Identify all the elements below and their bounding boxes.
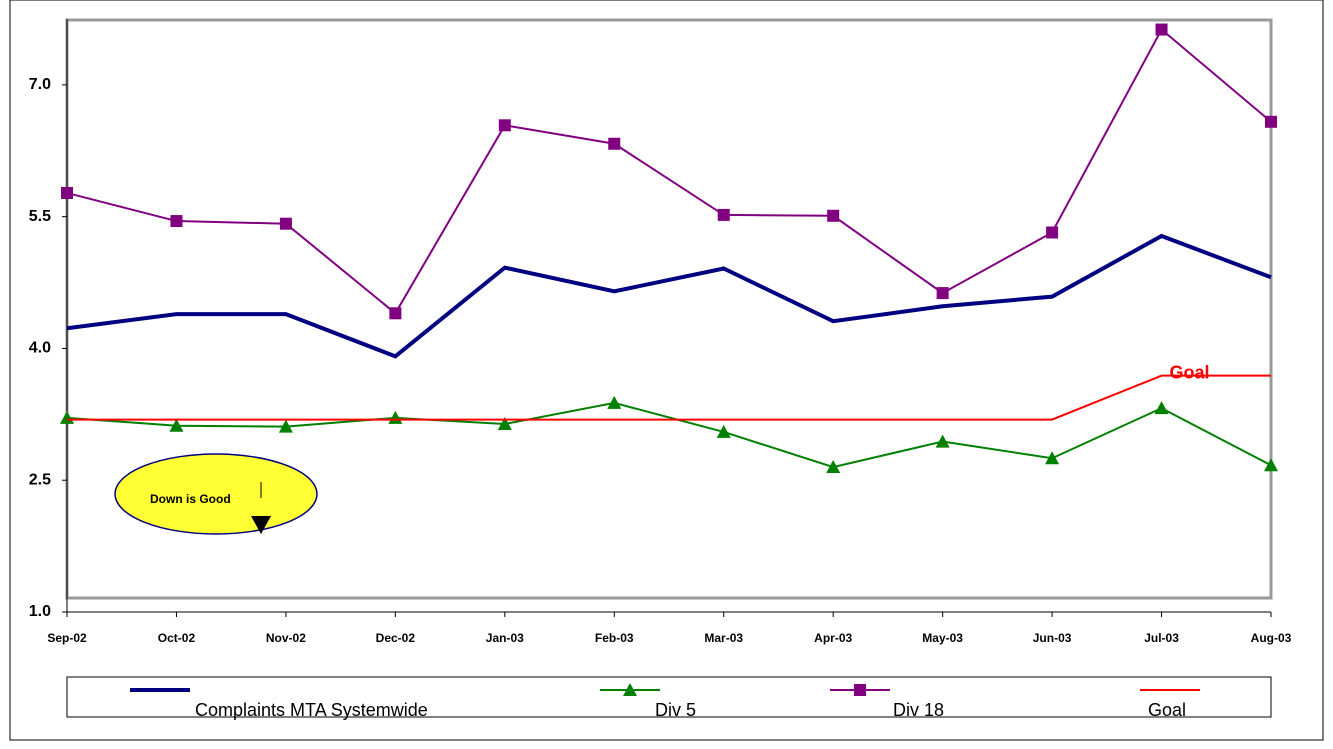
- triangle-marker: [169, 418, 184, 432]
- triangle-marker: [935, 434, 950, 448]
- square-marker: [608, 137, 621, 150]
- triangle-marker: [826, 460, 841, 474]
- note-arrow-head: [251, 516, 271, 534]
- triangle-marker: [716, 424, 731, 438]
- square-marker: [717, 208, 730, 221]
- y-tick-label: 2.5: [29, 471, 51, 488]
- triangle-marker: [278, 419, 293, 433]
- triangle-marker: [607, 395, 622, 409]
- x-tick-label: Dec-02: [376, 631, 416, 645]
- y-tick-label: 5.5: [29, 208, 51, 225]
- y-tick-label: 7.0: [29, 76, 51, 93]
- legend-label: Complaints MTA Systemwide: [195, 700, 428, 720]
- goal-label: Goal: [1170, 362, 1210, 382]
- triangle-marker: [1264, 458, 1278, 472]
- triangle-marker: [1154, 401, 1169, 415]
- legend-label: Div 5: [655, 700, 696, 720]
- x-tick-label: Jun-03: [1033, 631, 1072, 645]
- x-tick-label: May-03: [922, 631, 963, 645]
- y-tick-label: 4.0: [29, 340, 51, 357]
- series-line: [66, 27, 1272, 315]
- x-tick-label: Mar-03: [704, 631, 743, 645]
- square-marker: [61, 186, 73, 199]
- square-marker: [1155, 23, 1168, 36]
- x-tick-label: Apr-03: [814, 631, 852, 645]
- x-tick-label: Nov-02: [266, 631, 306, 645]
- triangle-marker: [1045, 451, 1060, 465]
- square-marker: [389, 307, 402, 320]
- chart-border: [9, 0, 1324, 741]
- square-marker: [498, 119, 511, 132]
- note-ellipse: [114, 453, 318, 535]
- series-line: [66, 401, 1272, 469]
- legend-marker: [854, 684, 866, 696]
- legend-box: [66, 676, 1272, 718]
- series-line: [67, 374, 1271, 421]
- triangle-marker: [497, 416, 512, 430]
- x-tick-label: Oct-02: [158, 631, 196, 645]
- x-tick-label: Feb-03: [595, 631, 634, 645]
- x-tick-label: Aug-03: [1251, 631, 1292, 645]
- legend-label: Div 18: [893, 700, 944, 720]
- square-marker: [170, 215, 183, 228]
- y-tick-label: 1.0: [29, 603, 51, 620]
- square-marker: [827, 209, 840, 222]
- series-line: [66, 233, 1272, 359]
- x-tick-label: Jan-03: [486, 631, 524, 645]
- legend-label: Goal: [1148, 700, 1186, 720]
- square-marker: [1046, 226, 1059, 239]
- x-tick-label: Sep-02: [47, 631, 87, 645]
- x-tick-label: Jul-03: [1144, 631, 1179, 645]
- note-text: Down is Good: [150, 492, 231, 506]
- square-marker: [936, 287, 949, 300]
- legend-marker: [623, 683, 637, 696]
- square-marker: [279, 217, 292, 230]
- square-marker: [1265, 115, 1277, 128]
